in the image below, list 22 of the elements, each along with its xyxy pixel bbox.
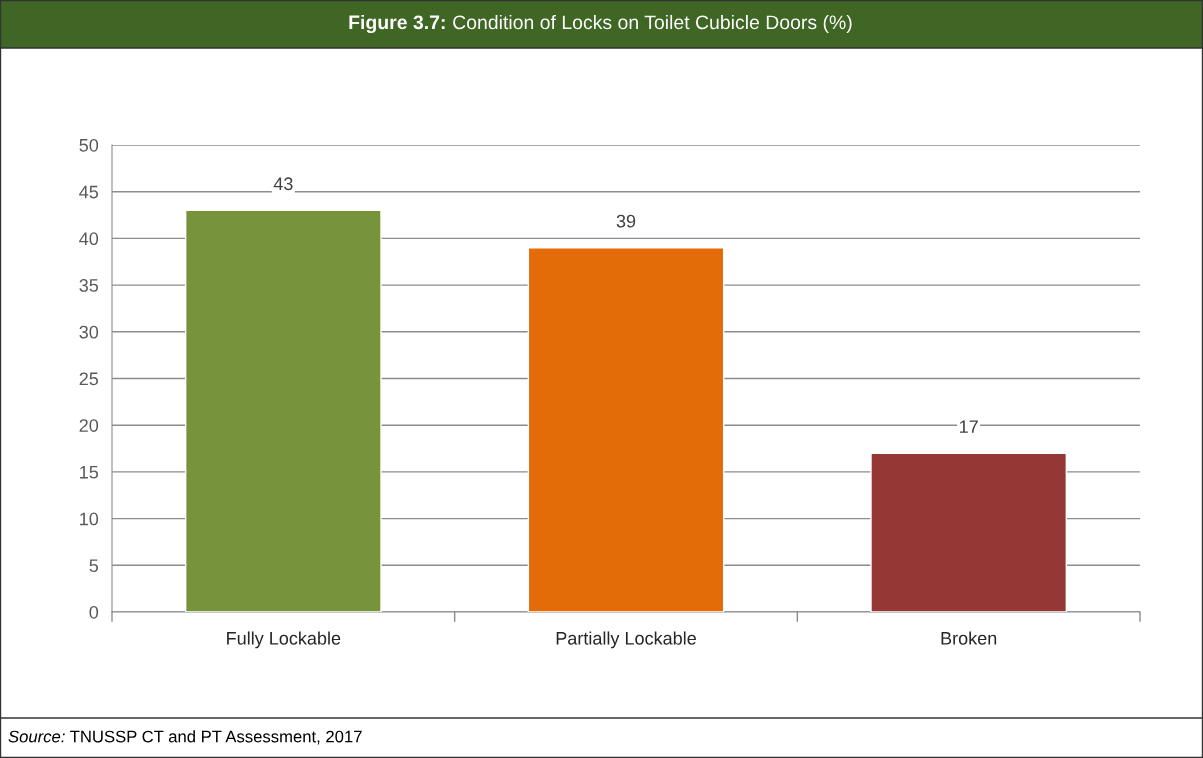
y-tick-label: 25 (79, 372, 99, 386)
y-tick-label: 0 (89, 605, 99, 619)
y-tick-label: 20 (79, 419, 99, 432)
bar (870, 452, 1068, 612)
y-tick-label: 30 (79, 325, 99, 339)
y-tick-label: 10 (80, 512, 99, 526)
x-tick-label: Partially Lockable (556, 631, 696, 649)
data-label: 39 (616, 214, 636, 228)
bar (184, 209, 382, 612)
bar (527, 247, 725, 612)
y-tick-label: 50 (79, 138, 99, 152)
data-label: 43 (273, 177, 293, 191)
x-tick-label: Broken (941, 631, 997, 645)
x-tick-label: Fully Lockable (227, 631, 341, 649)
y-tick-label: 15 (80, 466, 99, 479)
chart-title: Figure 3.7: Condition of Locks on Toilet Cubicle Doors (%) (349, 14, 852, 34)
y-tick-label: 45 (79, 185, 99, 199)
data-label: 17 (960, 420, 978, 433)
y-tick-label: 5 (89, 559, 99, 573)
source-note: Source: TNUSSP CT and PT Assessment, 2017 (8, 730, 362, 745)
y-tick-label: 40 (79, 232, 99, 246)
y-tick-label: 35 (79, 279, 99, 292)
